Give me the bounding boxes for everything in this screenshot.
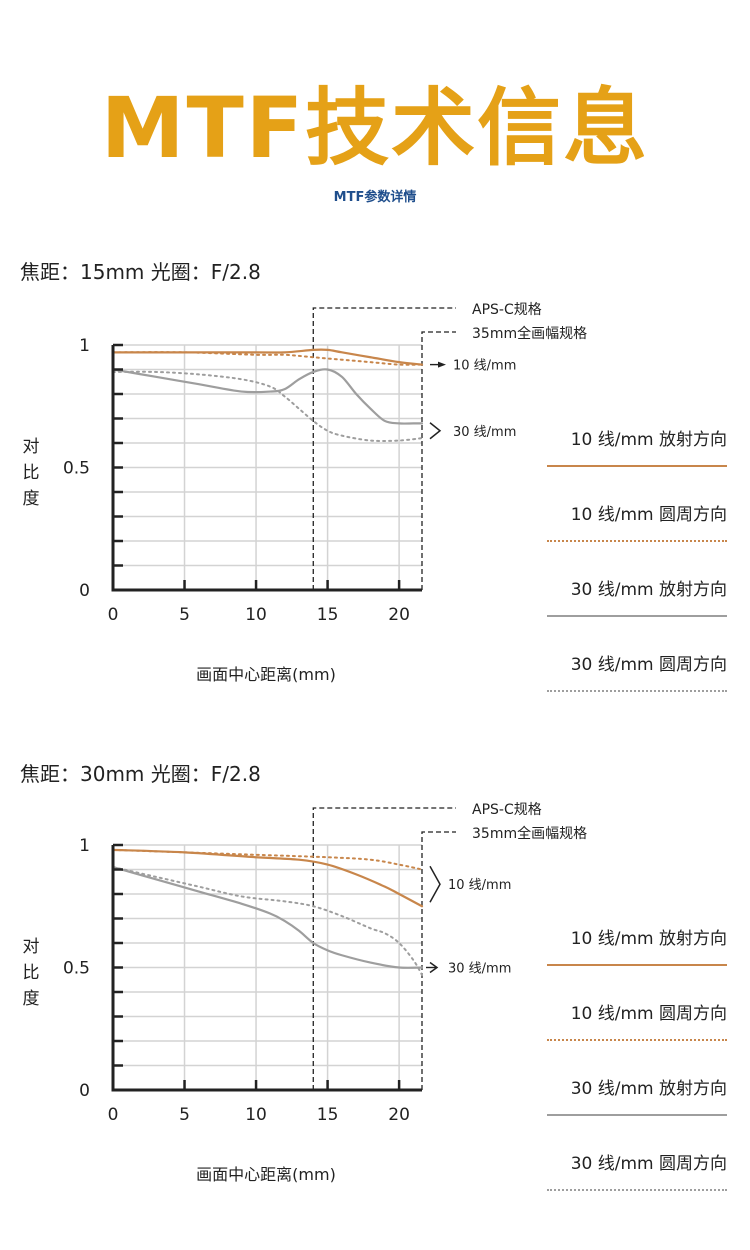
aps-c-boundary	[312, 807, 456, 1090]
aps-c-boundary	[312, 307, 456, 590]
y-axis-label: 对比度	[23, 937, 40, 1009]
x-tick-label: 10	[245, 1105, 267, 1125]
x-tick-label: 5	[179, 605, 190, 625]
x-tick-label: 20	[388, 1105, 410, 1125]
legend-swatch	[547, 964, 727, 966]
label-30-lines: 30 线/mm	[448, 962, 511, 977]
page-subtitle: MTF参数详情	[333, 190, 417, 205]
x-tick-label: 15	[317, 1105, 339, 1125]
y-tick-label: 1	[79, 336, 90, 356]
x-tick-label: 0	[108, 605, 119, 625]
full-frame-boundary	[421, 831, 456, 1090]
marker-10-arrow	[438, 361, 446, 368]
legend-item: 30 线/mm 圆周方向	[547, 1149, 727, 1191]
marker-10	[429, 865, 441, 903]
legend-item: 10 线/mm 圆周方向	[547, 500, 727, 542]
full-frame-boundary	[421, 331, 456, 590]
legend-label: 10 线/mm 圆周方向	[570, 1004, 727, 1024]
y-tick-label: 0.5	[63, 459, 90, 479]
legend-swatch	[547, 1039, 727, 1041]
series-line-10-tangential	[112, 848, 423, 871]
legend-swatch	[547, 465, 727, 467]
legend-label: 10 线/mm 放射方向	[570, 929, 727, 949]
legend-item: 30 线/mm 放射方向	[547, 1074, 727, 1116]
x-axis-label: 画面中心距离(mm)	[196, 1165, 336, 1184]
legend-label: 30 线/mm 圆周方向	[570, 655, 727, 675]
series-line-10-tangential	[112, 351, 423, 366]
legend-swatch	[547, 540, 727, 542]
series-line-30-radial	[111, 865, 424, 969]
y-tick-label: 0	[79, 581, 90, 601]
y-axis-label: 对比度	[23, 437, 40, 509]
x-tick-label: 5	[179, 1105, 190, 1125]
legend-swatch	[547, 1189, 727, 1191]
y-tick-label: 0	[79, 1081, 90, 1101]
mtf-chart-15mm: APS-C规格 35mm全画幅规格 0 5 10 15 20 0 0.5 1 对比度画面中心距离(m…	[23, 302, 588, 684]
x-axis-label: 画面中心距离(mm)	[196, 665, 336, 684]
legend-swatch	[547, 1114, 727, 1116]
legend-item: 10 线/mm 圆周方向	[547, 999, 727, 1041]
full-frame-label: 35mm全画幅规格	[472, 325, 587, 342]
y-tick-label: 1	[79, 836, 90, 856]
x-tick-label: 15	[317, 605, 339, 625]
page-title: MTF技术信息	[100, 79, 650, 177]
label-10-lines: 10 线/mm	[448, 878, 511, 893]
label-30-lines: 30 线/mm	[453, 425, 516, 440]
marker-30	[429, 422, 442, 440]
marker-30-arrow	[429, 961, 439, 974]
legend-label: 30 线/mm 放射方向	[570, 1079, 727, 1099]
x-tick-label: 20	[388, 605, 410, 625]
section-heading-15mm: 焦距：15mm 光圈：F/2.8	[20, 260, 261, 284]
legend-item: 10 线/mm 放射方向	[547, 425, 727, 467]
legend-label: 10 线/mm 圆周方向	[570, 505, 727, 525]
legend-swatch	[547, 615, 727, 617]
series-line-30-radial	[111, 368, 424, 425]
x-tick-label: 10	[245, 605, 267, 625]
legend-swatch	[547, 690, 727, 692]
legend-item: 30 线/mm 放射方向	[547, 575, 727, 617]
y-tick-label: 0.5	[63, 959, 90, 979]
full-frame-label: 35mm全画幅规格	[472, 825, 587, 842]
series-line-30-tangential	[112, 370, 423, 443]
legend-label: 30 线/mm 放射方向	[570, 580, 727, 600]
x-tick-label: 0	[108, 1105, 119, 1125]
aps-c-label: APS-C规格	[472, 302, 542, 318]
label-10-lines: 10 线/mm	[453, 359, 516, 374]
aps-c-label: APS-C规格	[472, 802, 542, 818]
series-line-30-tangential	[112, 866, 423, 976]
legend-item: 10 线/mm 放射方向	[547, 924, 727, 966]
legend-label: 10 线/mm 放射方向	[570, 430, 727, 450]
series-line-10-radial	[111, 348, 424, 366]
legend-item: 30 线/mm 圆周方向	[547, 650, 727, 692]
mtf-chart-30mm: APS-C规格 35mm全画幅规格 0 5 10 15 20 0 0.5 1 对比度画面中心距离(m…	[23, 802, 588, 1184]
legend-label: 30 线/mm 圆周方向	[570, 1154, 727, 1174]
section-heading-30mm: 焦距：30mm 光圈：F/2.8	[20, 762, 261, 786]
